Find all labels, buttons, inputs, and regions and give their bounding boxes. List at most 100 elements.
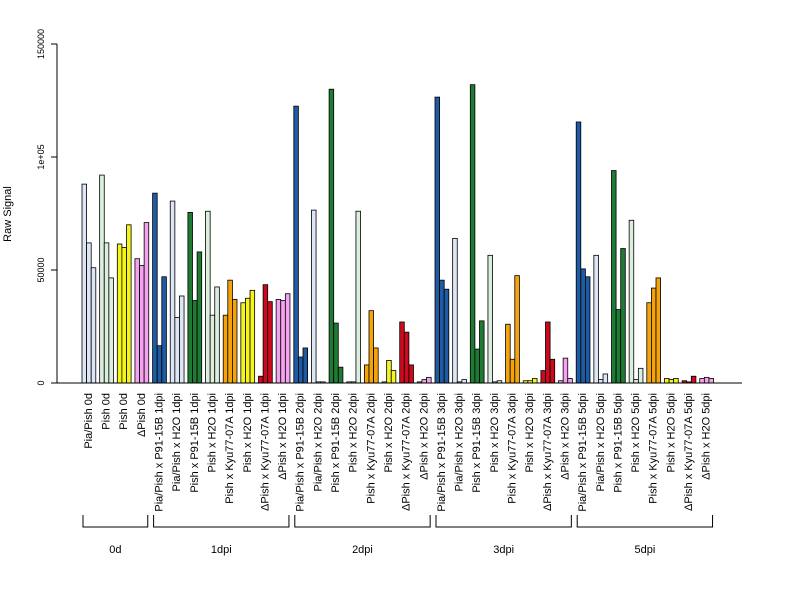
category-label: Pish x H2O 2dpi	[383, 393, 395, 472]
category-label: ΔPish x Kyu77-07A 2dpi	[401, 393, 413, 511]
bar	[690, 375, 697, 384]
group-label: 0d	[109, 544, 121, 556]
bar	[664, 378, 670, 384]
bar	[646, 302, 652, 384]
category-label: Pia/Pish x P91-15B 3dpi	[436, 393, 448, 512]
group-label: 5dpi	[634, 544, 655, 556]
category-label: ΔPish x Kyu77-07A 5dpi	[683, 393, 695, 511]
bar	[474, 348, 480, 384]
bar	[611, 170, 617, 384]
bar	[284, 293, 291, 384]
bar	[602, 373, 609, 384]
bar	[108, 277, 114, 384]
category-label: Pish 0d	[101, 393, 113, 430]
bar	[139, 265, 145, 384]
bar	[231, 298, 238, 384]
bar	[227, 279, 233, 384]
category-label: ΔPish x Kyu77-07A 3dpi	[542, 393, 554, 511]
bar	[179, 295, 185, 384]
bar	[192, 300, 198, 384]
bar	[540, 370, 546, 384]
bar	[169, 200, 176, 384]
bar	[240, 302, 246, 384]
bar	[620, 248, 626, 384]
bar	[514, 275, 520, 384]
category-label: Pia/Pish x P91-15B 2dpi	[295, 393, 307, 512]
bar	[580, 268, 586, 384]
bar	[549, 358, 556, 384]
bar	[311, 209, 317, 384]
bar	[99, 174, 105, 384]
bar	[161, 276, 167, 384]
group-label: 3dpi	[493, 544, 514, 556]
y-tick-label: 1e+05	[36, 144, 46, 169]
category-label: ΔPish 0d	[136, 393, 148, 437]
bar	[461, 379, 467, 384]
y-axis-title: Raw Signal	[2, 186, 14, 242]
bar	[368, 310, 374, 384]
bar	[408, 364, 414, 384]
y-tick-label: 150000	[36, 29, 46, 59]
bar	[439, 279, 445, 384]
bar	[196, 251, 203, 384]
bar	[386, 359, 392, 384]
bar	[121, 246, 127, 384]
category-label: Pish x H2O 1dpi	[242, 393, 254, 472]
bar	[222, 314, 229, 384]
category-label: Pish x P91-15B 1dpi	[189, 393, 201, 493]
bar	[628, 219, 635, 384]
bar	[262, 284, 269, 384]
bar	[545, 321, 551, 384]
bar	[699, 378, 705, 384]
bar	[258, 375, 264, 384]
bar	[615, 309, 622, 384]
category-label: Pia/Pish x H2O 3dpi	[454, 393, 466, 491]
bar	[651, 287, 657, 384]
bar	[86, 242, 92, 384]
category-label: Pish x Kyu77-07A 3dpi	[507, 393, 519, 504]
bar	[293, 105, 299, 384]
bar	[297, 356, 304, 384]
y-tick-label: 50000	[36, 257, 46, 282]
category-label: Pia/Pish x P91-15B 1dpi	[154, 393, 166, 512]
category-label: Pia/Pish x H2O 5dpi	[595, 393, 607, 491]
group-label: 2dpi	[352, 544, 373, 556]
bar	[152, 192, 158, 384]
bar	[505, 323, 511, 384]
category-label: Pia/Pish x H2O 1dpi	[171, 393, 183, 491]
bar	[126, 224, 132, 384]
bar	[426, 376, 432, 384]
bar	[134, 258, 140, 384]
bar	[434, 96, 440, 384]
bar	[205, 210, 211, 384]
bar	[355, 210, 361, 384]
group-bracket	[435, 515, 572, 528]
bar	[443, 288, 450, 384]
bar	[575, 121, 582, 384]
bar	[187, 211, 193, 384]
bar	[598, 379, 604, 384]
bars	[81, 84, 714, 384]
bar	[373, 347, 379, 384]
category-label: Pish x H2O 2dpi	[348, 393, 360, 472]
category-label: Pish x Kyu77-07A 1dpi	[224, 393, 236, 504]
bar	[469, 84, 476, 384]
category-label: ΔPish x H2O 1dpi	[277, 393, 289, 480]
bar	[363, 364, 370, 384]
bar	[209, 314, 216, 384]
group-brackets: 0d 1dpi 2dpi 3dpi 5dpi	[82, 515, 714, 556]
category-label: Pish x Kyu77-07A 5dpi	[648, 393, 660, 504]
category-label: Pish 0d	[118, 393, 130, 430]
y-axis: 0 50000 1e+05 150000	[36, 29, 58, 386]
category-label: ΔPish x H2O 5dpi	[701, 393, 713, 480]
bar	[245, 297, 251, 384]
bar	[399, 321, 405, 384]
category-label: Pia/Pish x P91-15B 5dpi	[577, 393, 589, 512]
group-label: 1dpi	[211, 544, 232, 556]
bar	[479, 320, 485, 384]
category-label: Pish x P91-15B 3dpi	[471, 393, 483, 493]
group-bracket	[153, 515, 290, 528]
bar	[328, 88, 335, 384]
